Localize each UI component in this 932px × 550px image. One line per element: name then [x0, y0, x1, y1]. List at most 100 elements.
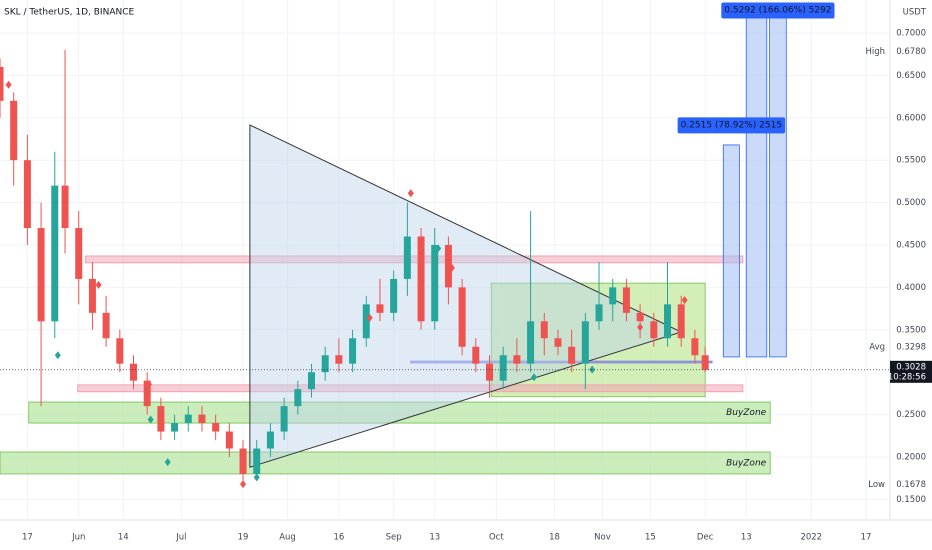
candle-body [554, 338, 562, 347]
signal-marker [240, 480, 247, 489]
candle-body [171, 423, 179, 432]
candle-body [10, 100, 18, 161]
signal-marker [407, 189, 414, 198]
candle-body [513, 355, 521, 364]
stat-value: 0.6780 [896, 47, 926, 57]
candle-body [102, 312, 110, 339]
candle-body [486, 363, 493, 381]
candle-body [266, 431, 274, 449]
candle-body [294, 389, 302, 407]
signal-marker [637, 323, 644, 332]
candle-body [527, 321, 535, 364]
candle-body [444, 244, 452, 288]
candle-body [349, 338, 357, 364]
measure-label-bg [721, 2, 835, 19]
candle-body [636, 312, 644, 322]
candle-body [701, 355, 709, 370]
y-tick-label: 0.6000 [896, 113, 926, 123]
y-tick-label: 0.2500 [896, 410, 926, 420]
signal-marker [366, 313, 373, 322]
candle-body [431, 244, 439, 322]
candle-body [157, 406, 165, 432]
candle-body [61, 185, 69, 229]
x-tick-label: Jul [175, 533, 186, 543]
candle-body [499, 355, 507, 381]
candle-body [184, 414, 192, 424]
candle-body [417, 236, 425, 322]
measure-bar [722, 144, 740, 358]
buy-zone [0, 451, 771, 475]
x-tick-label: 13 [429, 533, 440, 543]
candle-body [581, 321, 589, 364]
candle-body [143, 380, 151, 407]
axis-unit: USDT [903, 8, 927, 18]
candle-body [390, 278, 398, 313]
candle-body [321, 355, 329, 373]
stat-value: 0.3298 [896, 342, 926, 352]
candle-body [75, 228, 83, 279]
x-tick-label: 18 [549, 533, 560, 543]
countdown-label: 10:28:56 [888, 372, 926, 382]
y-tick-label: 0.7000 [896, 28, 926, 38]
candle-body [677, 304, 685, 339]
stat-name: Avg [869, 342, 885, 352]
stat-value: 0.1678 [896, 480, 926, 490]
buy-zone [28, 401, 771, 424]
x-tick-label: 2022 [800, 533, 822, 543]
measure-label: 0.5292 (166.06%) 5292 [724, 6, 831, 16]
stat-name: Low [868, 480, 885, 490]
candle-body [403, 236, 411, 279]
x-tick-label: 16 [333, 533, 344, 543]
signal-marker [435, 244, 442, 253]
x-tick-label: 14 [118, 533, 129, 543]
candle-body [225, 431, 233, 449]
candle-body [51, 185, 59, 322]
x-tick-label: 17 [22, 533, 33, 543]
signal-marker [147, 415, 154, 424]
candle-body [691, 338, 699, 356]
y-tick-label: 0.5500 [896, 156, 926, 166]
y-tick-label: 0.2000 [896, 452, 926, 462]
x-tick-label: 13 [741, 533, 752, 543]
candles-layer [0, 49, 709, 485]
x-tick-label: Jun [71, 533, 85, 543]
measure-bar [769, 9, 787, 358]
candle-body [280, 406, 288, 432]
candle-body [335, 355, 343, 364]
candle-body [130, 363, 137, 381]
candle-body [540, 321, 548, 339]
x-tick-label: Aug [279, 533, 296, 543]
candle-body [239, 448, 247, 474]
last-price-label: 0.3028 [896, 362, 926, 372]
x-tick-label: 15 [645, 533, 656, 543]
candle-body [198, 414, 206, 424]
signal-marker [54, 351, 61, 360]
candle-body [308, 372, 315, 390]
candle-body [622, 287, 630, 313]
signal-marker [589, 365, 596, 374]
candle-body [212, 423, 220, 432]
x-tick-label: Dec [697, 533, 714, 543]
measure-label-bg [677, 117, 786, 134]
signal-marker [681, 296, 688, 305]
signal-marker [448, 263, 455, 272]
x-tick-label: 17 [861, 533, 872, 543]
x-tick-label: Nov [594, 533, 611, 543]
y-tick-label: 0.1500 [896, 495, 926, 505]
stat-name: High [865, 47, 885, 57]
candle-body [116, 338, 124, 364]
zone-label: BuyZone [726, 458, 767, 468]
candle-body [472, 346, 480, 364]
signal-marker [253, 473, 260, 482]
zone-label: BuyZone [726, 408, 767, 418]
candle-body [88, 278, 96, 313]
candle-body [376, 304, 384, 313]
measure-bar [745, 9, 768, 358]
candle-body [362, 304, 370, 339]
x-tick-label: Sep [386, 533, 402, 543]
candle-body [253, 448, 261, 474]
signal-marker [164, 458, 171, 467]
x-tick-label: 19 [238, 533, 249, 543]
